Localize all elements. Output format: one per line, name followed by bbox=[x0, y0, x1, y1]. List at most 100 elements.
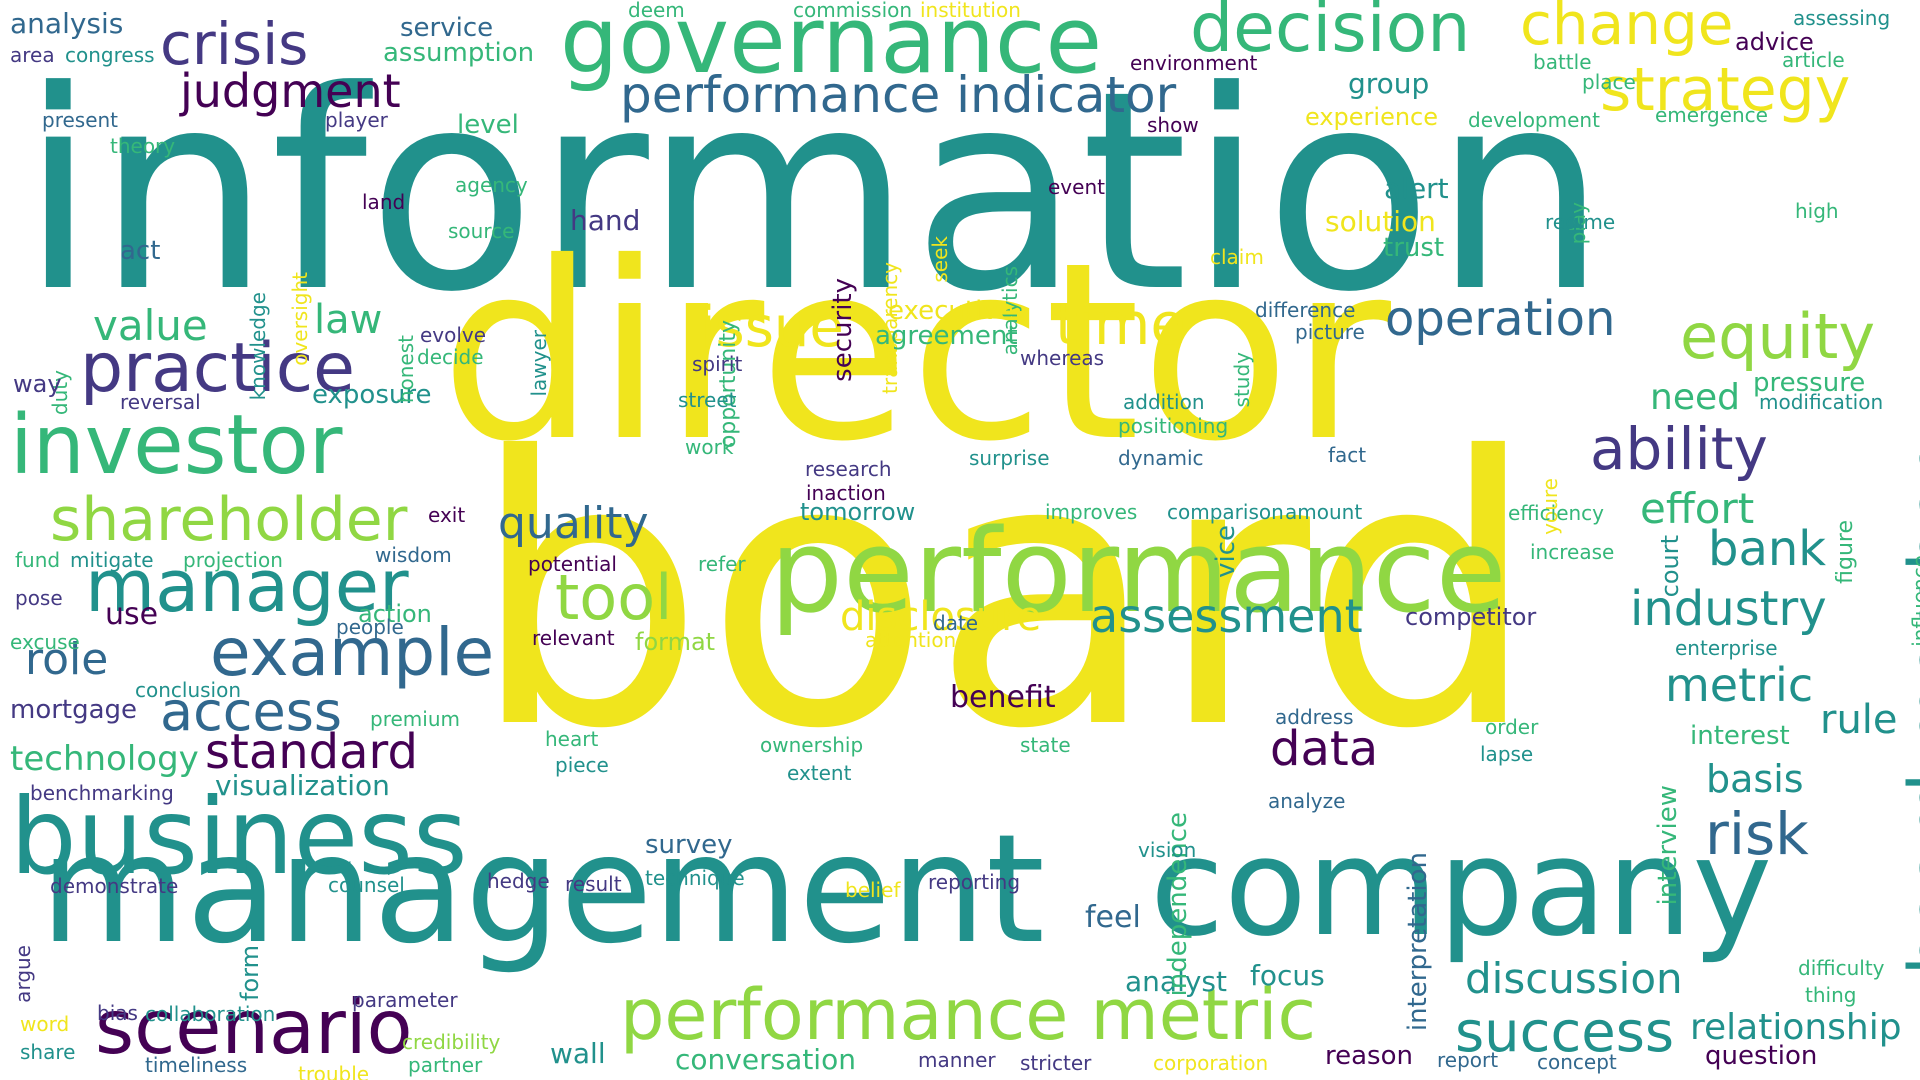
word-knowledge: knowledge bbox=[246, 292, 270, 401]
word-regime: regime bbox=[1545, 210, 1616, 234]
word-influence: influence bbox=[1908, 555, 1920, 647]
word-parameter: parameter bbox=[352, 988, 458, 1012]
word-risk: risk bbox=[1705, 800, 1809, 868]
word-picture: picture bbox=[1295, 320, 1365, 344]
word-analyst: analyst bbox=[1125, 965, 1227, 998]
word-manager: manager bbox=[85, 544, 409, 628]
word-refer: refer bbox=[698, 552, 746, 576]
word-relevant: relevant bbox=[532, 626, 615, 650]
word-figure: figure bbox=[1833, 520, 1858, 584]
word-collaboration: collaboration bbox=[145, 1002, 276, 1026]
word-efficiency: efficiency bbox=[1508, 501, 1605, 525]
word-relationship: relationship bbox=[1690, 1007, 1902, 1048]
word-basis: basis bbox=[1706, 757, 1804, 801]
word-corporation: corporation bbox=[1153, 1051, 1269, 1075]
word-reporting: reporting bbox=[928, 870, 1021, 894]
word-fund: fund bbox=[15, 548, 61, 572]
word-counsel: counsel bbox=[328, 873, 405, 897]
word-concept: concept bbox=[1537, 1050, 1617, 1074]
word-hedge: hedge bbox=[487, 869, 550, 893]
word-form: form bbox=[236, 945, 264, 1001]
word-focus: focus bbox=[1250, 959, 1325, 992]
word-whereas: whereas bbox=[1020, 346, 1105, 370]
word-investor: investor bbox=[10, 398, 343, 493]
word-data: data bbox=[1270, 721, 1379, 777]
word-deem: deem bbox=[628, 0, 685, 22]
word-comparison: comparison bbox=[1167, 500, 1284, 524]
word-ability: ability bbox=[1590, 415, 1768, 483]
word-advice: advice bbox=[1735, 28, 1814, 56]
word-commission: commission bbox=[793, 0, 913, 22]
word-date: date bbox=[933, 611, 979, 635]
word-benefit: benefit bbox=[950, 680, 1056, 715]
word-question: question bbox=[1705, 1041, 1818, 1071]
word-present: present bbox=[42, 108, 119, 132]
word-service: service bbox=[400, 13, 494, 43]
word-demonstrate: demonstrate bbox=[50, 874, 179, 898]
word-institution: institution bbox=[920, 0, 1021, 22]
word-modification: modification bbox=[1759, 390, 1884, 414]
word-trouble: trouble bbox=[298, 1062, 370, 1080]
word-claim: claim bbox=[1210, 245, 1264, 269]
word-credibility: credibility bbox=[402, 1030, 501, 1054]
word-alert: alert bbox=[1384, 172, 1449, 205]
word-trust: trust bbox=[1383, 233, 1445, 263]
word-timeliness: timeliness bbox=[145, 1053, 248, 1077]
word-vision: vision bbox=[1138, 838, 1197, 862]
word-argue: argue bbox=[11, 945, 35, 1003]
word-place: place bbox=[1582, 70, 1636, 94]
word-disclosure: disclosure bbox=[840, 594, 1042, 640]
word-time: time bbox=[1055, 290, 1187, 358]
word-security: security bbox=[828, 278, 858, 382]
word-metric: metric bbox=[1665, 658, 1814, 712]
word-wisdom: wisdom bbox=[375, 543, 452, 567]
word-high: high bbox=[1795, 199, 1839, 223]
word-business: business bbox=[10, 776, 468, 898]
word-decide: decide bbox=[417, 345, 484, 369]
word-court: court bbox=[1656, 535, 1684, 598]
word-event: event bbox=[1048, 175, 1105, 199]
word-performance-metric: performance metric bbox=[620, 974, 1316, 1056]
word-management: management bbox=[40, 803, 1045, 977]
word-tomorrow: tomorrow bbox=[800, 498, 916, 526]
word-partner: partner bbox=[408, 1053, 483, 1077]
word-industry: industry bbox=[1630, 581, 1827, 637]
word-area: area bbox=[10, 43, 55, 67]
word-heart: heart bbox=[545, 727, 599, 751]
word-vice: vice bbox=[1211, 525, 1241, 578]
word-positioning: positioning bbox=[1118, 414, 1229, 438]
word-technology: technology bbox=[10, 739, 199, 779]
word-success: success bbox=[1455, 1000, 1675, 1065]
word-change: change bbox=[1520, 0, 1734, 58]
word-oversight: oversight bbox=[288, 272, 312, 366]
word-assessing: assessing bbox=[1793, 6, 1891, 30]
word-word: word bbox=[20, 1012, 70, 1036]
word-report: report bbox=[1437, 1048, 1499, 1072]
word-development: development bbox=[1468, 108, 1600, 132]
word-improves: improves bbox=[1045, 500, 1138, 524]
word-source: source bbox=[448, 219, 515, 243]
word-interpretation: interpretation bbox=[1403, 852, 1433, 1032]
word-excuse: excuse bbox=[10, 630, 80, 654]
word-work: work bbox=[685, 435, 734, 459]
word-emergence: emergence bbox=[1655, 103, 1768, 127]
word-enterprise: enterprise bbox=[1675, 636, 1778, 660]
word-group: group bbox=[1348, 67, 1430, 100]
word-conversation: conversation bbox=[675, 1043, 856, 1076]
word-potential: potential bbox=[528, 552, 617, 576]
word-level: level bbox=[457, 110, 519, 140]
word-land: land bbox=[362, 190, 406, 214]
word-competitor: competitor bbox=[1405, 603, 1537, 631]
word-act: act bbox=[120, 236, 161, 266]
word-honest: honest bbox=[394, 335, 418, 404]
word-lawyer: lawyer bbox=[527, 330, 551, 397]
word-agreement: agreement bbox=[875, 321, 1018, 351]
word-opportunity: opportunity bbox=[716, 320, 741, 449]
word-spirit: spirit bbox=[692, 352, 743, 376]
word-decision: decision bbox=[1190, 0, 1471, 68]
word-fact: fact bbox=[1328, 443, 1367, 467]
word-study: study bbox=[1230, 352, 1254, 408]
word-people: people bbox=[336, 615, 404, 639]
word-reason: reason bbox=[1325, 1041, 1413, 1071]
